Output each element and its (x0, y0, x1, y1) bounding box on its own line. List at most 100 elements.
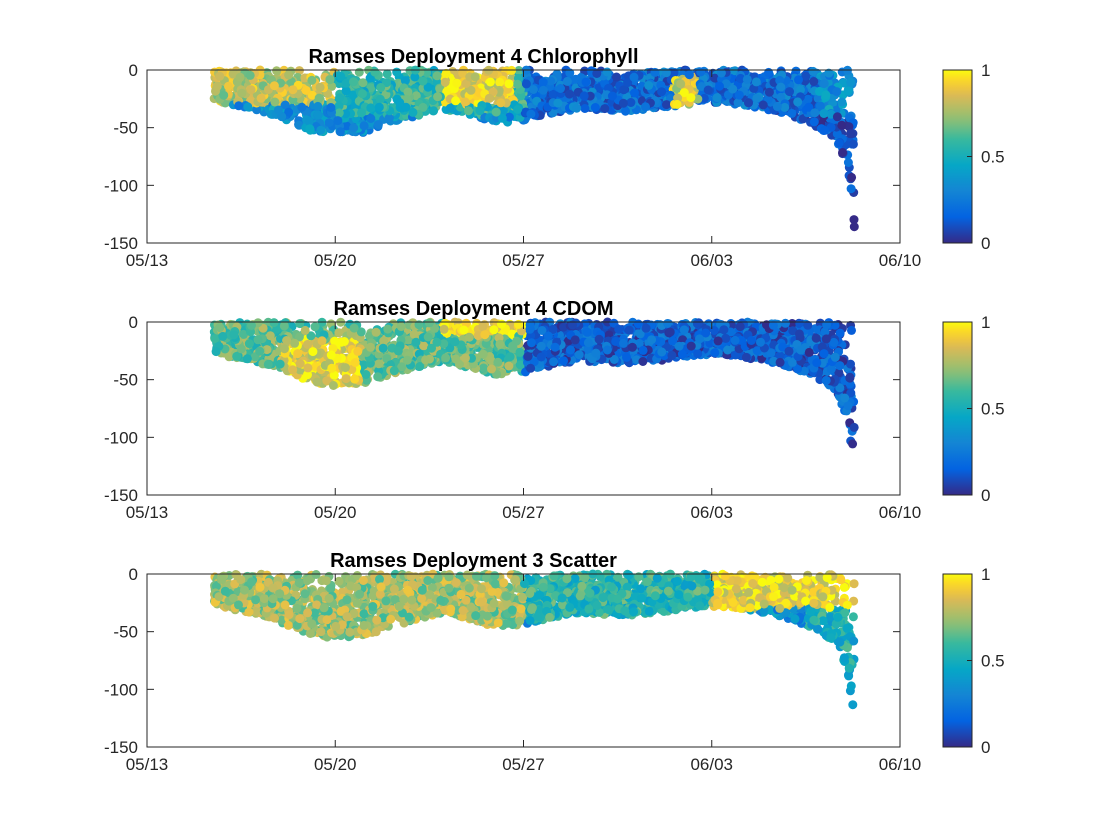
data-point (269, 81, 279, 91)
data-point (684, 70, 694, 80)
data-point (215, 71, 225, 81)
colorbar-tick-label: 0 (981, 234, 990, 253)
data-point (307, 75, 317, 85)
data-point (847, 172, 857, 182)
data-point (224, 81, 233, 91)
data-point (527, 338, 536, 348)
data-point (335, 127, 345, 137)
data-point (808, 66, 818, 76)
y-tick-label: -50 (113, 119, 138, 138)
data-point (491, 107, 501, 117)
data-point (294, 66, 304, 76)
data-point (624, 325, 634, 335)
data-point (734, 90, 744, 100)
data-point (629, 72, 639, 82)
data-point (715, 81, 724, 91)
data-point (780, 318, 790, 328)
data-point (333, 116, 343, 126)
data-point (744, 98, 753, 108)
data-point (846, 184, 856, 194)
data-point (607, 91, 617, 101)
data-point (374, 102, 384, 112)
data-point (349, 123, 359, 133)
data-point (295, 319, 305, 329)
data-point (848, 439, 858, 449)
data-point (293, 349, 303, 359)
data-point (382, 69, 392, 79)
data-point (312, 377, 322, 387)
data-point (803, 94, 813, 104)
data-point (696, 67, 706, 77)
data-point (752, 93, 762, 103)
data-point (843, 86, 853, 96)
data-point (273, 105, 283, 115)
data-point (370, 67, 380, 77)
data-point (676, 79, 686, 89)
data-point (376, 83, 386, 92)
data-point (475, 106, 485, 116)
data-point (845, 129, 855, 139)
data-point (256, 93, 266, 103)
data-point (373, 372, 383, 382)
data-point (313, 110, 323, 120)
data-point (709, 326, 719, 335)
data-point (354, 67, 364, 77)
data-point (234, 101, 244, 111)
data-point (528, 85, 538, 94)
data-point (838, 148, 848, 157)
data-point (614, 324, 624, 334)
data-point (764, 87, 774, 97)
data-point (237, 88, 247, 98)
data-point (371, 327, 381, 337)
data-point (334, 328, 344, 338)
data-point (395, 98, 405, 108)
data-point (441, 353, 451, 363)
data-point (810, 108, 820, 118)
data-point (758, 100, 768, 110)
data-point (243, 102, 253, 112)
data-point (793, 97, 803, 107)
data-point (848, 139, 858, 149)
data-point (785, 87, 794, 97)
data-point (433, 92, 443, 102)
data-point (741, 352, 751, 362)
data-point (316, 125, 326, 135)
data-point (843, 401, 853, 411)
data-point (556, 84, 565, 93)
data-point (821, 90, 831, 100)
data-point (439, 324, 449, 334)
y-tick-label: -100 (104, 176, 138, 195)
data-point (464, 106, 473, 116)
data-point (235, 72, 245, 82)
data-point (521, 79, 531, 89)
data-point (819, 79, 829, 89)
data-point (315, 82, 325, 92)
data-point (832, 87, 842, 97)
data-point (733, 98, 743, 108)
data-point (641, 102, 650, 112)
data-point (324, 118, 334, 128)
data-point (452, 78, 462, 88)
data-point (219, 90, 229, 100)
data-point (538, 85, 548, 95)
data-point (581, 77, 591, 87)
data-point (638, 357, 648, 366)
colorbar-tick-label: 1 (981, 61, 990, 80)
data-point (357, 108, 366, 118)
data-point (579, 91, 589, 101)
data-point (630, 88, 639, 98)
data-point (373, 120, 383, 130)
x-tick-label: 05/13 (126, 251, 169, 270)
data-point (432, 71, 442, 81)
data-point (375, 94, 385, 104)
data-point (313, 101, 323, 111)
data-point (303, 339, 313, 349)
data-point (559, 356, 569, 366)
data-point (429, 106, 439, 116)
data-point (513, 79, 522, 89)
data-point (849, 222, 859, 232)
data-point (301, 85, 311, 95)
data-point (703, 85, 713, 95)
data-point (837, 97, 847, 107)
